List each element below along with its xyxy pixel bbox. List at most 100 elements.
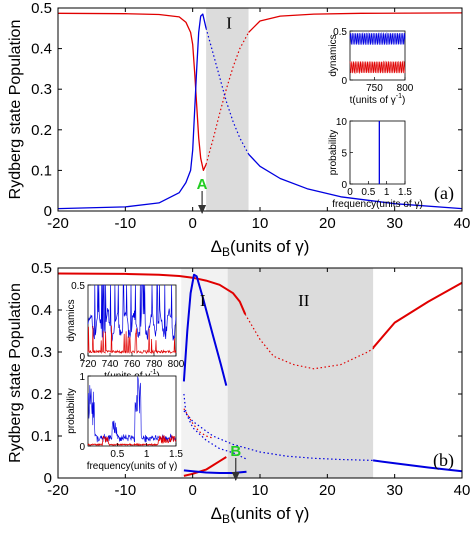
inset-y-tick-label: 0 [341,76,347,87]
series-line-2 [205,32,250,165]
inset-spectrum-red [87,434,177,447]
inset-trace-blue [87,284,177,342]
y-tick-label: 0.2 [31,122,52,139]
series-line-3 [248,12,463,33]
panel-label: (a) [434,183,454,204]
panel-label: (b) [433,450,454,471]
inset-x-tick-label: 720 [80,359,97,370]
x-tick-label: 20 [319,482,336,499]
x-tick-label: 40 [454,482,471,499]
inset-probability: 0 0.5 1 1.5 0 5 10 probability frequency(units o… [328,117,423,210]
x-axis-label: ΔB(units of γ) [211,237,310,259]
shaded-region-1 [206,8,249,211]
inset-x-label: frequency(units of γ) [87,461,178,472]
inset-x-tick-label: 740 [102,359,119,370]
x-axis-label-subscript: B [222,512,230,526]
inset-y-label: probability [328,130,339,176]
inset-y-tick-label: 10 [336,117,348,128]
x-tick-label: 0 [188,482,196,499]
series-line-1 [57,12,207,172]
x-tick-label: 0 [188,215,196,232]
series-line-8 [183,410,374,461]
series-line-6 [248,153,463,210]
series-line-4 [57,13,207,210]
inset-x-tick-label: 780 [146,359,163,370]
x-axis-label-units: (units of γ) [230,237,309,256]
inset-y-tick-label: 0 [79,352,85,363]
inset-x-label-gamma: γ [412,199,420,210]
marker-label: A [197,176,208,193]
series-line-5 [372,281,463,349]
x-tick-label: 10 [252,215,269,232]
y-tick-label: 0 [44,470,52,487]
shaded-region-2 [227,268,374,478]
y-tick-label: 0 [44,203,52,220]
series-line-3 [244,313,375,370]
series-line-4 [183,456,227,477]
region-label: I [200,291,206,310]
y-tick-label: 0.5 [31,260,52,277]
inset-y-tick-label: 5 [341,149,347,160]
inset-x-label-text: frequency(units of [332,199,412,210]
inset-frame [87,375,177,447]
y-axis-label: Rydberg state Population [7,283,24,463]
x-axis-label-symbol: Δ [211,504,222,523]
y-tick-label: 0.4 [31,41,52,58]
marker-arrow-head [231,472,240,481]
series-line-5 [205,28,250,155]
inset-y-label: probability [66,388,77,434]
y-tick-label: 0.1 [31,428,52,445]
inset-x-tick-label: 0.5 [361,187,375,198]
inset-x-tick-label: 1 [144,449,150,460]
inset-x-label-sup: -1 [150,369,156,376]
inset-x-label-close: ) [402,95,405,106]
inset-x-tick-label: 0 [347,187,353,198]
x-axis-label: ΔB(units of γ) [211,504,310,526]
y-tick-label: 0.3 [31,344,52,361]
y-axis-label: Rydberg state Population [7,20,24,200]
x-axis-label-units: (units of γ) [230,504,309,523]
region-label: I [226,13,232,32]
marker-label: B [230,443,241,460]
y-tick-label: 0.5 [31,0,52,17]
inset-x-tick-label: 1.5 [398,187,412,198]
series-line-1 [57,272,247,315]
inset-x-tick-label: 0.5 [110,449,124,460]
inset-frame [349,120,406,185]
x-axis-label-symbol: Δ [211,237,222,256]
x-tick-label: -20 [47,482,69,499]
inset-x-tick-label: 1.5 [169,449,183,460]
inset-y-tick-label: 0.5 [71,281,85,292]
marker-arrow-head [198,205,207,214]
x-tick-label: 10 [252,482,269,499]
inset-x-tick-label: 760 [124,359,141,370]
inset-y-tick-label: 1 [79,372,85,383]
x-tick-label: 40 [454,215,471,232]
inset-trace-red [349,60,406,75]
inset-y-tick-label: 0 [79,442,85,453]
inset-x-label: t(units of γ-1) [350,93,406,106]
inset-y-label: dynamics [66,299,77,341]
y-tick-label: 0.3 [31,81,52,98]
inset-x-tick-label: 750 [366,83,383,94]
y-tick-label: 0.4 [31,302,52,319]
x-tick-label: -20 [47,215,69,232]
inset-x-label-text: t(units of γ [350,95,396,106]
x-tick-label: 30 [386,215,403,232]
inset-x-label-sup: -1 [396,93,402,100]
inset-trace-red [87,325,177,355]
x-tick-label: 20 [319,215,336,232]
series-line-6 [182,273,228,386]
inset-x-label-text: frequency(units of [87,461,167,472]
inset-x-label-gamma: γ [166,461,174,472]
inset-x-label-close: ) [419,199,422,210]
inset-x-label: frequency(units of γ) [332,199,423,210]
x-tick-label: -10 [114,482,136,499]
series-line-10 [372,459,463,473]
inset-trace-blue [349,31,406,45]
